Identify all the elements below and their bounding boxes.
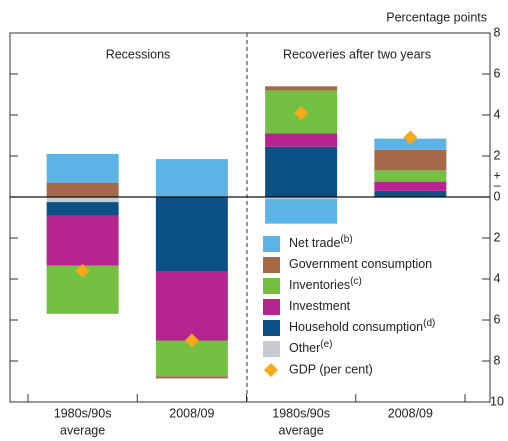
y-tick-label: 6 [494, 66, 501, 80]
legend-note: (b) [340, 234, 352, 245]
legend-name: Investment [289, 299, 351, 313]
positive-sign: + [493, 168, 500, 182]
legend-label: Household consumption(d) [289, 318, 435, 335]
bar-segment [265, 197, 338, 200]
legend-label: Investment [289, 299, 351, 313]
negative-sign: – [494, 178, 501, 192]
legend-note: (e) [320, 339, 332, 350]
y-tick-label: 10 [490, 394, 504, 408]
bar-segment [46, 182, 119, 197]
y-tick-label: 4 [494, 271, 501, 285]
bar-segment [265, 86, 338, 91]
bar-segment [265, 133, 338, 147]
legend-label: GDP (per cent) [289, 362, 373, 376]
bar-segment [46, 202, 119, 216]
legend-marker [264, 363, 278, 377]
bar-segment [46, 153, 119, 183]
group-label: Recessions [106, 47, 171, 61]
bar-segment [374, 190, 447, 197]
x-tick-label: 2008/09 [388, 406, 433, 420]
bar-segment [265, 146, 338, 197]
legend-name: Other [289, 341, 320, 355]
plot-frame [9, 32, 491, 403]
bar-segment [265, 199, 338, 224]
bar-segment [155, 159, 228, 197]
legend-swatch [263, 278, 280, 294]
legend-swatch [263, 257, 280, 273]
legend-label: Inventories(c) [289, 276, 362, 293]
group-label: Recoveries after two years [283, 47, 431, 61]
y-tick-label: 4 [494, 107, 501, 121]
y-tick-label: 2 [494, 230, 501, 244]
legend-label: Net trade(b) [289, 234, 353, 251]
legend-swatch [263, 320, 280, 336]
legend-swatch [263, 236, 280, 252]
x-tick-label: 2008/09 [169, 406, 214, 420]
legend-note: (c) [350, 276, 362, 287]
bar-segment [46, 215, 119, 266]
bar-segment [46, 197, 119, 203]
x-tick-label: 1980s/90s [54, 406, 112, 420]
x-tick-label: average [60, 423, 105, 437]
bar-segment [374, 149, 447, 171]
x-tick-label: 1980s/90s [272, 406, 330, 420]
legend-note: (d) [423, 318, 435, 329]
y-tick-label: 0 [494, 189, 501, 203]
legend-name: Inventories [289, 278, 350, 292]
gdp-marker [75, 263, 90, 278]
y-tick-label: 2 [494, 148, 501, 162]
legend-name: Household consumption [289, 320, 423, 334]
legend-label: Government consumption [289, 257, 432, 271]
x-tick-label: average [279, 423, 324, 437]
legend-name: Government consumption [289, 257, 432, 271]
bar-segment [374, 181, 447, 191]
y-tick-label: 8 [494, 25, 501, 39]
bar-segment [155, 376, 228, 379]
legend-name: Net trade [289, 236, 340, 250]
legend-swatch [263, 299, 280, 315]
bar-segment [155, 197, 228, 272]
y-tick-label: 8 [494, 353, 501, 367]
gdp-marker [184, 333, 199, 348]
legend-label: Other(e) [289, 339, 333, 356]
gdp-marker [294, 105, 309, 120]
bar-segment [374, 170, 447, 182]
unit-label: Percentage points [386, 10, 487, 24]
bar-segment [155, 271, 228, 341]
gdp-marker [403, 130, 418, 145]
y-tick-label: 6 [494, 312, 501, 326]
legend-swatch [263, 341, 280, 357]
